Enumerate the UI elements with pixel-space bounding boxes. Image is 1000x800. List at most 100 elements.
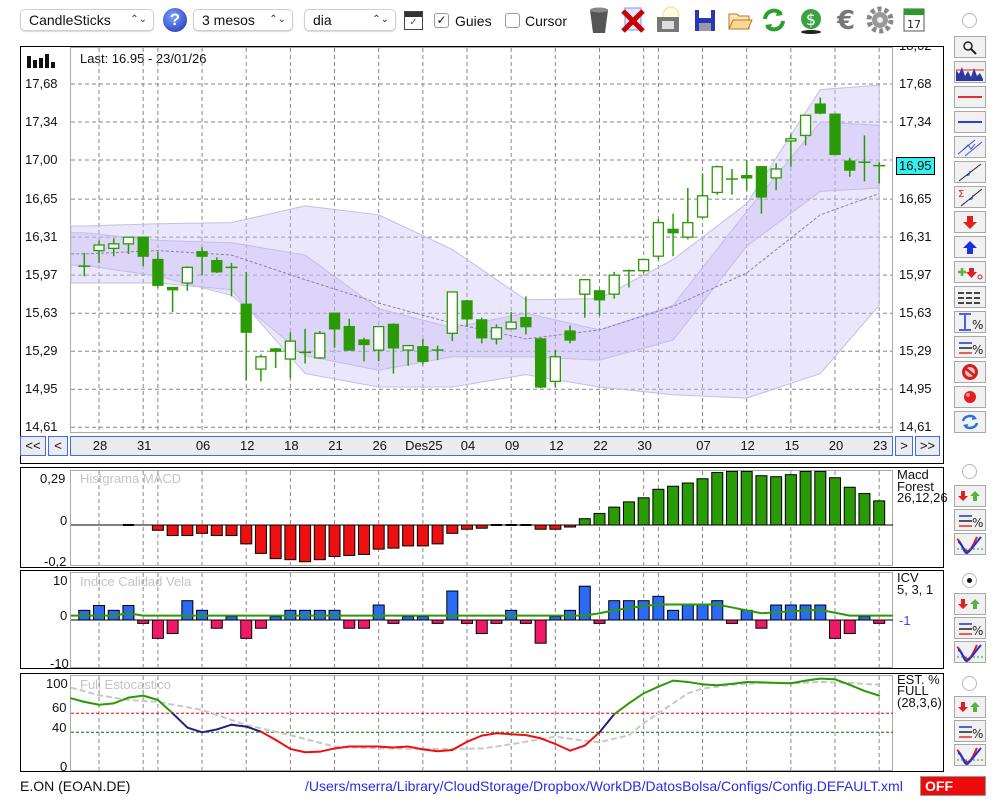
interval-value: dia (313, 12, 332, 28)
buy-arrow-tool-button[interactable] (954, 236, 986, 258)
record-tool-button[interactable] (954, 386, 986, 408)
y-axis-label-right: 17,34 (899, 114, 932, 129)
stochastic-legend-3: (28,3,6) (897, 695, 942, 710)
stochastic-panel-radio[interactable] (962, 676, 977, 691)
svg-text:17: 17 (907, 18, 921, 31)
folder-open-icon[interactable] (725, 5, 755, 35)
refresh-icon[interactable] (759, 5, 789, 35)
stochastic-plot-area[interactable] (70, 675, 893, 771)
nav-first-button[interactable]: << (20, 436, 46, 456)
date-label: 22 (593, 438, 608, 453)
buy-arrow-icon (963, 241, 977, 254)
icv-y-label: 0 (60, 608, 68, 623)
calendar-icon[interactable]: 17 (899, 5, 929, 35)
macd-plot-area[interactable] (70, 470, 893, 566)
svg-text:%: % (972, 727, 983, 741)
symbol-label: E.ON (EOAN.DE) (20, 778, 131, 794)
cursor-checkbox[interactable] (505, 13, 520, 28)
main-plot-area[interactable] (70, 47, 893, 433)
blue-line-icon (958, 121, 982, 123)
macd-legend-2: Forest (897, 479, 934, 494)
y-axis-label-right: 14,61 (899, 419, 932, 435)
y-axis-label-right: 16,31 (899, 229, 932, 245)
lines-percent-icon: % (959, 726, 983, 741)
y-axis-label-right: 15,63 (899, 305, 932, 321)
delete-icon[interactable] (618, 5, 648, 35)
date-label: 12 (740, 438, 755, 453)
macd-levels-button[interactable]: % (954, 509, 986, 531)
y-axis-label-right: 14,95 (899, 381, 932, 397)
stochastic-oscillator-button[interactable] (954, 744, 986, 766)
stochastic-legend-1: EST. % (897, 672, 940, 687)
sigma-trend-tool-button[interactable]: Σ (954, 186, 986, 208)
chevron-updown-icon: ⌃⌄ (269, 14, 286, 25)
date-label: 06 (195, 438, 211, 453)
date-label: 04 (460, 438, 476, 453)
red-line-tool-button[interactable] (954, 86, 986, 108)
y-axis-label-left: 14,61 (25, 419, 58, 435)
sell-arrow-tool-button[interactable] (954, 211, 986, 233)
macd-panel-radio[interactable] (962, 464, 977, 479)
macd-y-label: 0,29 (40, 471, 66, 486)
mode-toggle[interactable]: OFF (920, 776, 986, 796)
macd-oscillator-button[interactable] (954, 533, 986, 555)
gear-icon[interactable] (865, 5, 895, 35)
y-axis-label-right: 17,68 (899, 76, 932, 91)
fibonacci-lines-tool-button[interactable] (954, 286, 986, 308)
snapshot-icon[interactable] (653, 5, 683, 35)
chart-type-select[interactable]: CandleSticks ⌃⌄ (20, 9, 154, 31)
trash-icon[interactable] (584, 5, 614, 35)
channel-tool-button[interactable] (954, 136, 986, 158)
red-line-icon (958, 96, 982, 98)
clear-tool-button[interactable] (954, 361, 986, 383)
macd-signals-button[interactable] (954, 485, 986, 507)
main-panel-radio[interactable] (962, 13, 977, 28)
sync-tool-button[interactable] (954, 411, 986, 433)
icv-oscillator-button[interactable] (954, 641, 986, 663)
period-value: 3 mesos (202, 12, 255, 28)
add-order-tool-button[interactable] (954, 261, 986, 283)
channel-icon (957, 139, 983, 157)
add-order-icon (958, 268, 983, 280)
date-label: 20 (828, 438, 844, 453)
guides-checkbox[interactable]: ✓ (434, 13, 449, 28)
lines-percent-icon: % (959, 623, 983, 638)
euro-icon[interactable]: € (831, 5, 861, 35)
range-percent-tool-button[interactable]: % (954, 311, 986, 333)
icv-levels-button[interactable]: % (954, 617, 986, 639)
date-label: 30 (637, 438, 652, 453)
zoom-tool-button[interactable] (954, 36, 986, 58)
icv-plot-area[interactable] (70, 572, 893, 668)
period-select[interactable]: 3 mesos ⌃⌄ (193, 9, 293, 31)
lines-percent-tool-button[interactable]: % (954, 336, 986, 358)
mini-chart-tool-button[interactable] (954, 61, 986, 83)
svg-text:Σ: Σ (958, 189, 964, 200)
currency-refresh-icon[interactable]: $ (796, 5, 826, 35)
icv-signals-button[interactable] (954, 593, 986, 615)
icv-panel-radio[interactable] (962, 573, 977, 588)
trend-line-icon (958, 163, 982, 182)
icv-title: Indice Calidad Vela (80, 574, 192, 589)
save-icon[interactable] (690, 5, 720, 35)
help-icon[interactable]: ? (163, 8, 187, 32)
date-strip[interactable]: 28 31 06 12 18 21 26 Des25 04 09 12 22 30 07 12 15 20 23 (70, 436, 893, 456)
nav-last-button[interactable]: >> (915, 436, 940, 456)
svg-text:%: % (972, 318, 983, 332)
interval-select[interactable]: dia ⌃⌄ (304, 9, 396, 31)
y-axis-label-left: 15,63 (25, 305, 58, 321)
config-path-link[interactable]: /Users/mserra/Library/CloudStorage/Dropb… (305, 778, 903, 794)
blue-line-tool-button[interactable] (954, 111, 986, 133)
trend-line-tool-button[interactable] (954, 161, 986, 183)
volume-bars-icon[interactable] (26, 52, 60, 68)
cursor-label: Cursor (525, 13, 568, 29)
chart-window-icon[interactable]: ✓ (404, 11, 423, 30)
icv-y-label: -10 (50, 656, 69, 671)
nav-next-button[interactable]: > (895, 436, 913, 456)
stochastic-signals-button[interactable] (954, 696, 986, 718)
sigma-trend-icon: Σ (958, 188, 983, 207)
stochastic-levels-button[interactable]: % (954, 720, 986, 742)
nav-prev-button[interactable]: < (48, 436, 68, 456)
date-label: 23 (872, 438, 888, 453)
y-axis-label-right: 16,65 (899, 191, 932, 207)
macd-legend-1: Macd (897, 467, 929, 482)
